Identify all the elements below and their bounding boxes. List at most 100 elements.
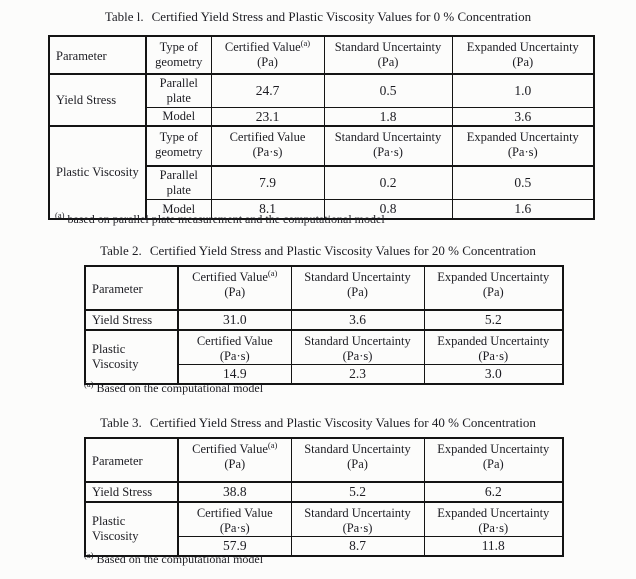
standard-uncertainty-cell: 8.7 [290, 536, 425, 557]
table1-yield-param: Yield Stress [48, 73, 147, 127]
col-unit: (Pa·s) [478, 348, 509, 363]
col-unit: (Pa·s) [478, 520, 509, 535]
certified-value-cell: 23.1 [210, 106, 325, 128]
table2-header-parameter: Parameter [84, 265, 179, 311]
table2-viscosity-param: Plastic Viscosity [84, 329, 179, 385]
table3-header-expanded: Expanded Uncertainty (Pa) [423, 437, 564, 483]
table1-caption-number: Table l. [104, 9, 144, 24]
geometry-cell: Parallel plate [145, 73, 212, 108]
table1-viscosity-subheader-row: Plastic Viscosity Type of geometry Certi… [48, 125, 595, 220]
col-unit: (Pa·s) [342, 348, 373, 363]
col-label: Expanded Uncertainty [466, 40, 579, 54]
table1-header-expanded: Expanded Uncertainty (Pa) [451, 35, 595, 75]
table1-subheader-geometry: Type of geometry [145, 125, 212, 168]
standard-uncertainty-cell: 0.5 [323, 73, 453, 108]
certified-value-cell: 7.9 [210, 165, 325, 200]
table2-viscosity-subheader-row: Plastic Viscosity Certified Value (Pa·s) … [84, 329, 564, 385]
col-label: Certified Value [196, 333, 273, 348]
standard-uncertainty-cell: 2.3 [290, 364, 425, 385]
table3-subheader-standard: Standard Uncertainty (Pa·s) [290, 501, 425, 538]
table1-header-parameter: Parameter [48, 35, 147, 75]
geometry-cell: Model [145, 106, 212, 128]
table3-header-standard: Standard Uncertainty (Pa) [290, 437, 425, 483]
standard-uncertainty-cell: 0.2 [323, 165, 453, 200]
table1-header-certified: Certified Value(a) (Pa) [210, 35, 325, 75]
col-unit: (Pa) [482, 284, 504, 299]
table2-caption-number: Table 2. [100, 243, 142, 258]
col-label: Expanded Uncertainty [437, 505, 550, 520]
footnote-marker: (a) [55, 210, 65, 220]
col-unit: (Pa) [482, 456, 504, 471]
footnote-marker: (a) [267, 267, 278, 278]
table1-viscosity-model-row: Model 8.1 0.8 1.6 [49, 198, 595, 220]
expanded-uncertainty-cell: 11.8 [423, 536, 564, 557]
standard-uncertainty-cell: 1.8 [323, 106, 453, 128]
table2-viscosity-values-row: 14.9 2.3 3.0 [85, 364, 564, 385]
table1-caption-text: Certified Yield Stress and Plastic Visco… [151, 9, 532, 24]
col-label: Certified Value [224, 40, 301, 54]
table2-header-standard: Standard Uncertainty (Pa) [290, 265, 425, 311]
table3-viscosity-subheader-row: Plastic Viscosity Certified Value (Pa·s) … [84, 501, 564, 557]
table2-subheader-expanded: Expanded Uncertainty (Pa·s) [423, 329, 564, 366]
table3-caption-number: Table 3. [100, 415, 142, 430]
certified-value-cell: 31.0 [177, 309, 292, 331]
expanded-uncertainty-cell: 3.0 [423, 364, 564, 385]
footnote-marker: (a) [267, 439, 278, 450]
expanded-uncertainty-cell: 0.5 [451, 165, 595, 200]
table2: Parameter Certified Value(a) (Pa) Standar… [84, 265, 564, 386]
col-label: Certified Value [192, 270, 268, 284]
table3-header-certified: Certified Value(a) (Pa) [177, 437, 292, 483]
table3-yield-row: Yield Stress 38.8 5.2 6.2 [84, 481, 564, 503]
col-unit: (Pa) [224, 284, 246, 299]
table2-caption: Table 2. Certified Yield Stress and Plast… [0, 243, 636, 259]
col-label: Expanded Uncertainty [437, 270, 550, 284]
table3-header-row: Parameter Certified Value(a) (Pa) Standar… [84, 437, 564, 483]
footnote-marker: (a) [84, 550, 94, 560]
col-label: Expanded Uncertainty [437, 333, 550, 348]
footnote-marker: (a) [84, 379, 94, 389]
col-label: Certified Value [229, 130, 306, 145]
col-label: Standard Uncertainty [334, 130, 442, 145]
expanded-uncertainty-cell: 6.2 [423, 481, 564, 503]
table1: Parameter Type of geometry Certified Val… [48, 35, 595, 220]
table3-viscosity-param: Plastic Viscosity [84, 501, 179, 557]
footnote-text: based on parallel plate measurement and … [67, 212, 385, 226]
expanded-uncertainty-cell: 5.2 [423, 309, 564, 331]
standard-uncertainty-cell: 5.2 [290, 481, 425, 503]
table2-header-certified: Certified Value(a) (Pa) [177, 265, 292, 311]
col-unit: (Pa·s) [219, 520, 250, 535]
col-label: Expanded Uncertainty [437, 442, 550, 456]
table2-header-expanded: Expanded Uncertainty (Pa) [423, 265, 564, 311]
col-unit: (Pa) [512, 54, 534, 69]
certified-value-cell: 38.8 [177, 481, 292, 503]
col-unit: (Pa) [257, 54, 278, 69]
geometry-cell: Parallel plate [145, 165, 212, 200]
table2-yield-param: Yield Stress [84, 309, 179, 331]
table1-yield-parallel-row: Yield Stress Parallel plate 24.7 0.5 1.0 [48, 73, 595, 127]
table1-subheader-certified: Certified Value (Pa·s) [210, 125, 325, 168]
col-unit: (Pa) [347, 456, 368, 471]
col-unit: (Pa·s) [342, 520, 373, 535]
col-label: Expanded Uncertainty [466, 130, 579, 145]
footnote-text: Based on the computational model [96, 552, 264, 566]
table1-subheader-expanded: Expanded Uncertainty (Pa·s) [451, 125, 595, 168]
table3-header-parameter: Parameter [84, 437, 179, 483]
col-unit: (Pa·s) [219, 348, 250, 363]
certified-value-cell: 57.9 [177, 536, 292, 557]
table3-subheader-certified: Certified Value (Pa·s) [177, 501, 292, 538]
col-unit: (Pa) [377, 54, 399, 69]
table3-caption-text: Certified Yield Stress and Plastic Visco… [149, 415, 536, 430]
col-unit: (Pa) [347, 284, 368, 299]
table1-subheader-standard: Standard Uncertainty (Pa·s) [323, 125, 453, 168]
col-unit: (Pa) [224, 456, 246, 471]
table1-header-standard: Standard Uncertainty (Pa) [323, 35, 453, 75]
standard-uncertainty-cell: 0.8 [323, 198, 453, 220]
table1-viscosity-param: Plastic Viscosity [48, 125, 147, 220]
table3-footnote: (a) Based on the computational model [84, 550, 264, 567]
table1-header-geometry: Type of geometry [145, 35, 212, 75]
table2-yield-row: Yield Stress 31.0 3.6 5.2 [84, 309, 564, 331]
table1-footnote: (a) based on parallel plate measurement a… [55, 210, 385, 227]
col-label: Standard Uncertainty [304, 442, 411, 456]
certified-value-cell: 14.9 [177, 364, 292, 385]
